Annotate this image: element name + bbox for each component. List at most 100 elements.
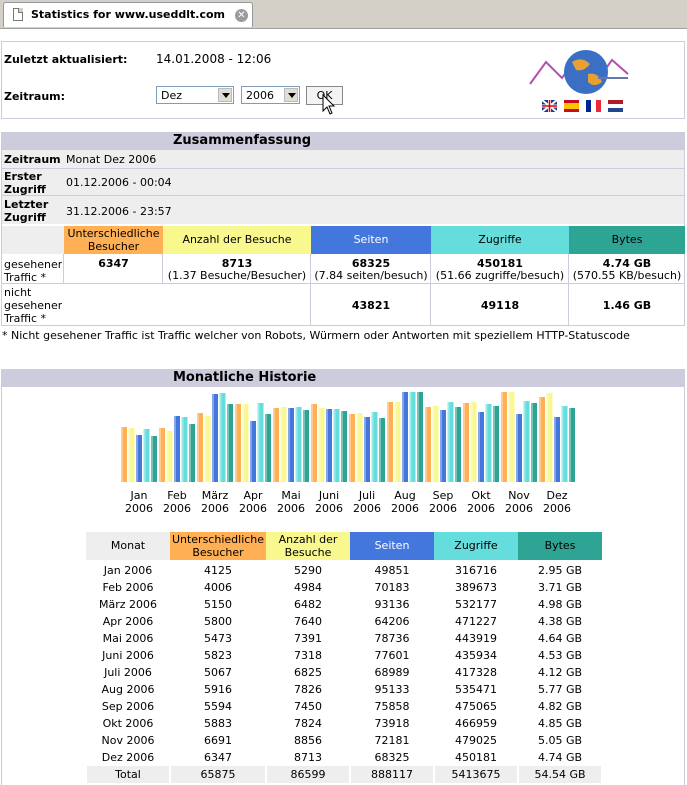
chart-bar-highlight xyxy=(379,418,381,482)
chart-bar-highlight xyxy=(447,402,450,482)
chart-bar xyxy=(280,407,287,482)
chart-bar xyxy=(326,409,332,482)
uk-flag-icon[interactable] xyxy=(542,100,557,112)
chart-bar xyxy=(463,403,469,482)
table-cell-pages: 70183 xyxy=(374,581,410,594)
chart-bar xyxy=(265,414,271,482)
table-cell-monat: Aug 2006 xyxy=(101,683,155,696)
table-header-bytes: Bytes xyxy=(518,532,602,560)
chart-bar-highlight xyxy=(128,428,131,482)
table-cell-pages: 68989 xyxy=(374,666,410,679)
table-cell-hits: 435934 xyxy=(455,649,497,662)
chart-x-tick-line: 2006 xyxy=(201,502,229,515)
close-tab-icon[interactable]: ✕ xyxy=(235,9,248,22)
chart-bar xyxy=(554,417,560,482)
seen-bytes: 4.74 GB xyxy=(602,257,652,270)
table-cell-monat: Sep 2006 xyxy=(101,700,155,713)
table-cell-unique: 6691 xyxy=(204,734,232,747)
chart-x-tick-label: Juli 2006 xyxy=(347,489,387,515)
chart-bar xyxy=(440,410,446,482)
table-cell-hits: 443919 xyxy=(455,632,497,645)
chart-bar-highlight xyxy=(318,408,321,482)
chart-bar xyxy=(189,424,195,482)
table-cell-monat: Dez 2006 xyxy=(101,751,155,764)
chart-bar xyxy=(539,397,545,482)
table-cell-visits: 8856 xyxy=(294,734,322,747)
awstats-globe-logo xyxy=(529,50,629,94)
chart-bar xyxy=(402,392,408,482)
es-flag-icon[interactable] xyxy=(564,100,579,112)
summary-header-blank xyxy=(2,226,64,254)
chart-bar xyxy=(318,408,325,482)
table-cell-bytes: 4.74 GB xyxy=(537,751,583,764)
chart-bar xyxy=(295,407,302,482)
table-cell-unique: 4006 xyxy=(204,581,232,594)
seen-pages: 68325 xyxy=(351,257,391,270)
chart-bar xyxy=(364,417,370,482)
table-cell-pages: 78736 xyxy=(374,632,410,645)
table-header-pages: Seiten xyxy=(350,532,434,560)
table-cell-bytes: 2.95 GB xyxy=(537,564,583,577)
table-cell-unique: 6347 xyxy=(204,751,232,764)
table-cell-hits: 479025 xyxy=(455,734,497,747)
chart-x-tick-line: 2006 xyxy=(391,502,419,515)
chart-x-tick-line: 2006 xyxy=(163,502,191,515)
chart-bar xyxy=(478,412,484,482)
table-cell-visits: 7826 xyxy=(294,683,322,696)
browser-tab[interactable]: Statistics for www.useddlt.com ✕ xyxy=(3,2,253,27)
chart-bar-highlight xyxy=(508,392,511,482)
summary-row-first xyxy=(2,169,684,195)
chart-bar-highlight xyxy=(417,392,419,482)
table-cell-monat: Jan 2006 xyxy=(103,564,153,577)
chart-x-tick-line: Okt xyxy=(471,489,491,502)
table-total-bytes: 54.54 GB xyxy=(519,766,601,783)
chart-x-tick-line: Dez xyxy=(546,489,568,502)
summary-row-last xyxy=(2,196,684,224)
chart-bar-highlight xyxy=(159,428,161,482)
chart-x-tick-line: 2006 xyxy=(239,502,267,515)
chart-bar xyxy=(143,429,150,482)
ok-button[interactable]: OK xyxy=(306,86,343,105)
chart-bar-highlight xyxy=(151,436,153,482)
chart-bar xyxy=(356,413,363,482)
chart-bar xyxy=(174,416,180,482)
table-cell-visits: 7640 xyxy=(294,615,322,628)
summary-header: Zusammenfassung xyxy=(1,132,685,150)
chart-bar-highlight xyxy=(189,424,191,482)
year-select[interactable]: 2006 xyxy=(241,86,300,104)
chart-bar xyxy=(531,403,537,482)
chart-x-tick-line: 2006 xyxy=(315,502,343,515)
table-cell-monat: Juni 2006 xyxy=(102,649,154,662)
chart-bar-highlight xyxy=(212,394,214,482)
chart-x-tick-line: Mai xyxy=(281,489,301,502)
chart-x-tick-label: Feb 2006 xyxy=(157,489,197,515)
chart-bar-highlight xyxy=(265,414,267,482)
chart-bar-highlight xyxy=(250,421,252,482)
chart-bar xyxy=(569,408,575,482)
chart-x-tick-label: Dez 2006 xyxy=(537,489,577,515)
chart-bar xyxy=(250,421,256,482)
first-access-label: Erster Zugriff xyxy=(4,170,46,196)
table-cell-visits: 5290 xyxy=(294,564,322,577)
chart-x-tick-line: Nov xyxy=(508,489,530,502)
chart-x-tick-line: Jan xyxy=(130,489,148,502)
nl-flag-icon[interactable] xyxy=(608,100,623,112)
chart-bar-highlight xyxy=(197,413,199,482)
table-cell-bytes: 4.85 GB xyxy=(537,717,583,730)
chart-bar xyxy=(447,402,454,482)
chart-bar-highlight xyxy=(501,392,503,482)
chart-bar-highlight xyxy=(235,404,237,482)
last-access-value: 31.12.2006 - 23:57 xyxy=(66,205,172,218)
unseen-hits: 49118 xyxy=(480,299,520,312)
chart-bar-highlight xyxy=(166,431,169,482)
month-select[interactable]: Dez xyxy=(156,86,234,104)
chevron-down-icon xyxy=(284,88,298,102)
table-cell-unique: 5473 xyxy=(204,632,232,645)
chart-bar-highlight xyxy=(531,403,533,482)
table-cell-bytes: 5.77 GB xyxy=(537,683,583,696)
fr-flag-icon[interactable] xyxy=(586,100,601,112)
monthly-history-chart xyxy=(121,392,575,482)
table-cell-visits: 7450 xyxy=(294,700,322,713)
chart-bar-highlight xyxy=(273,408,275,482)
chart-bar xyxy=(197,413,203,482)
